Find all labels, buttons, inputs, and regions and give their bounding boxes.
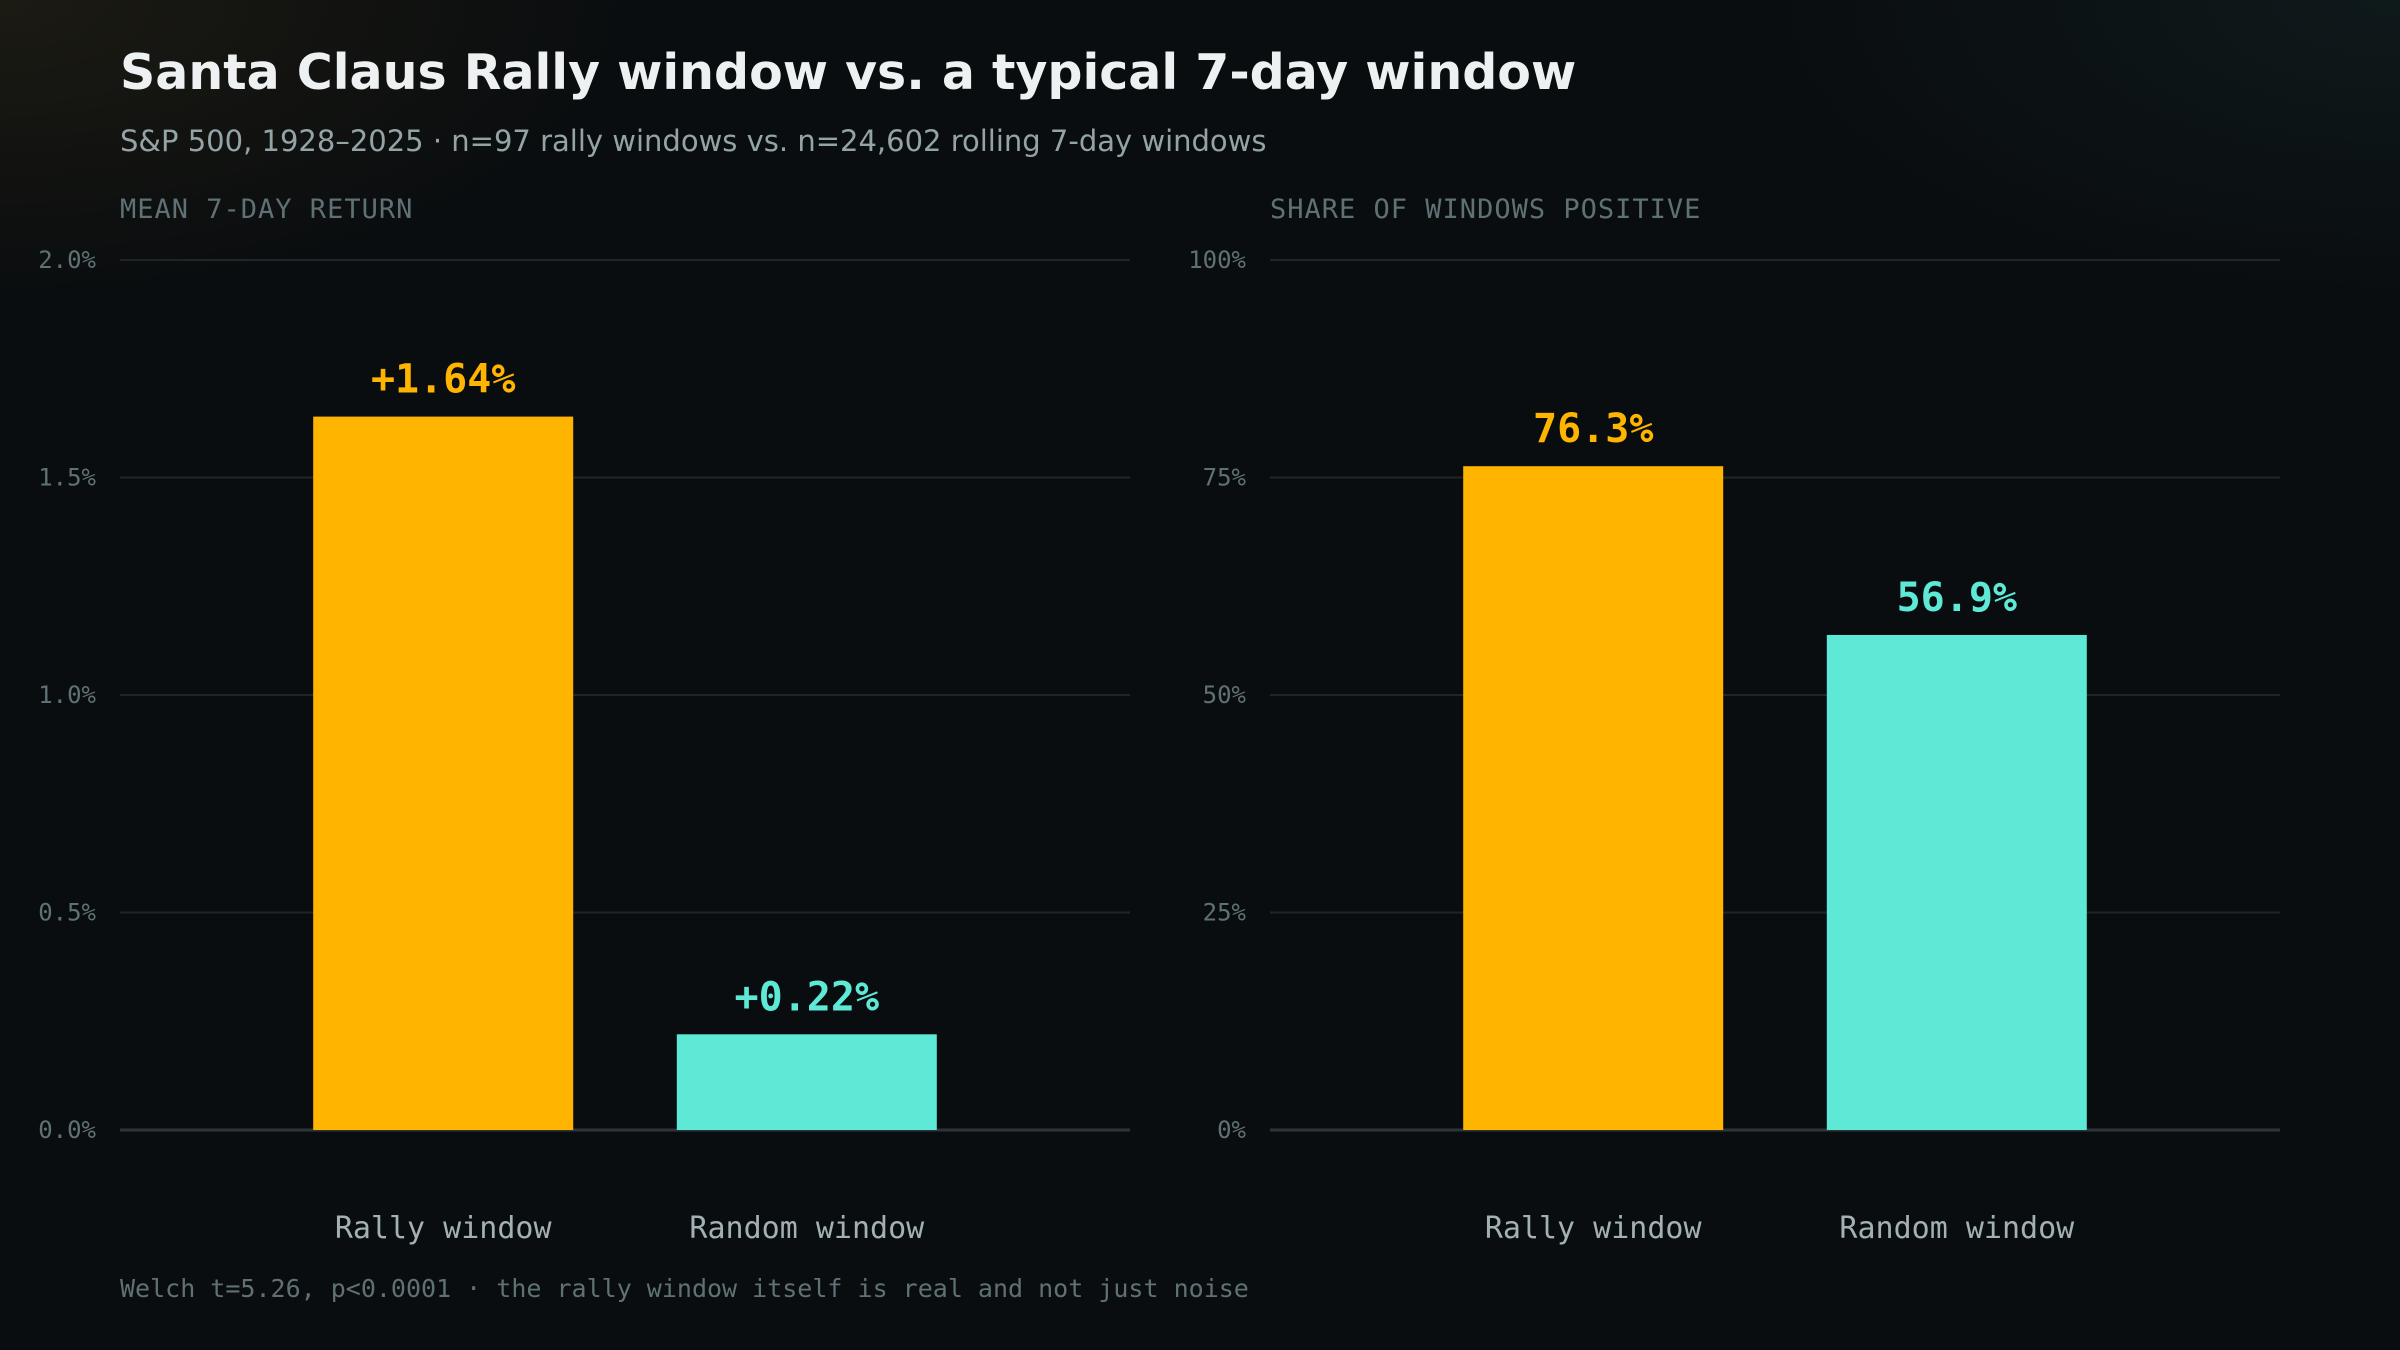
x-category-label: Rally window [1485, 1211, 1703, 1246]
stat-footnote: Welch t=5.26, p<0.0001 · the rally windo… [120, 1274, 1249, 1303]
bar-random-window [676, 1034, 937, 1130]
panel-title-mean-return: MEAN 7-DAY RETURN [120, 194, 414, 225]
y-tick-label: 0.0% [38, 1116, 96, 1144]
data-label: 56.9% [1897, 575, 2017, 621]
y-tick-label: 75% [1203, 464, 1247, 492]
x-category-label: Random window [689, 1211, 925, 1246]
y-tick-label: 1.5% [38, 464, 96, 492]
y-tick-label: 0.5% [38, 899, 96, 927]
y-tick-label: 100% [1188, 246, 1246, 274]
x-category-label: Random window [1839, 1211, 2075, 1246]
bar-rally-window [1463, 466, 1724, 1130]
y-tick-label: 25% [1203, 899, 1247, 927]
data-label: +0.22% [735, 974, 880, 1020]
data-label: +1.64% [371, 357, 516, 403]
y-tick-label: 0% [1217, 1116, 1246, 1144]
chart-subtitle: S&P 500, 1928–2025 · n=97 rally windows … [120, 124, 1267, 158]
y-tick-label: 1.0% [38, 681, 96, 709]
panel-title-share-positive: SHARE OF WINDOWS POSITIVE [1270, 194, 1702, 225]
data-label: 76.3% [1533, 406, 1653, 452]
bar-random-window [1826, 634, 2087, 1130]
x-category-label: Rally window [335, 1211, 553, 1246]
y-tick-label: 2.0% [38, 246, 96, 274]
chart-title: Santa Claus Rally window vs. a typical 7… [120, 44, 1577, 101]
y-tick-label: 50% [1203, 681, 1247, 709]
bar-rally-window [313, 416, 574, 1131]
